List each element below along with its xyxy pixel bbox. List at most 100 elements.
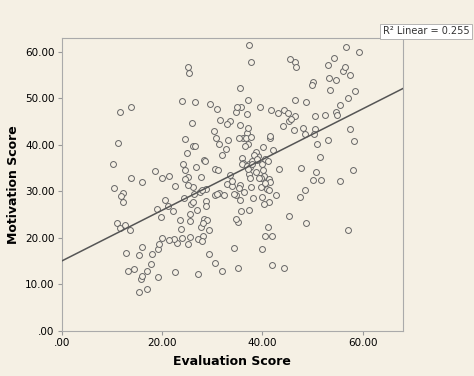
Point (184, 182, 191, 188)
Point (157, 214, 165, 220)
Point (296, 194, 303, 200)
Point (189, 199, 197, 205)
Point (211, 193, 219, 199)
Point (161, 197, 169, 203)
Point (259, 167, 267, 173)
Point (193, 207, 201, 213)
Point (171, 236, 178, 242)
Point (245, 42, 253, 48)
Point (198, 238, 205, 244)
Point (181, 196, 188, 202)
Point (292, 113, 299, 119)
Point (143, 286, 151, 292)
Point (127, 227, 134, 233)
Point (213, 191, 221, 197)
Point (231, 191, 238, 197)
Point (171, 269, 179, 275)
Point (220, 192, 228, 198)
Point (109, 161, 117, 167)
Point (169, 208, 176, 214)
Point (259, 246, 266, 252)
Point (244, 125, 252, 131)
Point (191, 143, 199, 149)
Point (291, 97, 299, 103)
Point (147, 261, 155, 267)
Point (178, 235, 185, 241)
Point (235, 185, 242, 191)
Point (236, 85, 244, 91)
Text: R² Linear = 0.255: R² Linear = 0.255 (383, 26, 469, 36)
Point (279, 123, 287, 129)
Point (350, 138, 358, 144)
Point (234, 265, 242, 271)
Point (194, 236, 202, 242)
Point (264, 186, 271, 192)
Point (211, 260, 219, 266)
X-axis label: Evaluation Score: Evaluation Score (173, 355, 291, 368)
Point (203, 203, 210, 209)
Point (110, 185, 118, 191)
Point (201, 215, 208, 221)
Point (184, 174, 192, 180)
Point (245, 161, 253, 167)
Point (198, 224, 205, 230)
Point (268, 262, 275, 268)
Point (179, 98, 186, 104)
Point (240, 135, 247, 141)
Point (327, 87, 334, 93)
Point (143, 268, 151, 274)
Point (258, 161, 266, 167)
Point (135, 289, 143, 295)
Point (333, 109, 340, 115)
Point (246, 171, 253, 177)
Point (171, 183, 179, 189)
Point (119, 199, 127, 205)
Point (284, 110, 292, 116)
Point (138, 273, 146, 279)
Point (197, 174, 205, 180)
Point (158, 175, 166, 181)
Point (197, 189, 204, 195)
Point (285, 118, 293, 124)
Point (217, 117, 224, 123)
Point (265, 200, 273, 206)
Point (226, 118, 233, 124)
Point (202, 186, 210, 192)
Point (244, 141, 252, 147)
Point (239, 160, 247, 166)
Point (257, 174, 265, 180)
Point (191, 99, 199, 105)
Point (212, 135, 219, 141)
Point (246, 175, 254, 181)
Point (275, 166, 283, 172)
Point (130, 266, 138, 272)
Point (311, 126, 319, 132)
Point (339, 68, 347, 74)
Point (138, 244, 146, 250)
Point (257, 184, 264, 190)
Point (250, 152, 258, 158)
Point (213, 106, 220, 112)
Point (117, 225, 124, 231)
Point (240, 189, 248, 195)
Point (291, 59, 299, 65)
Y-axis label: Motivation Score: Motivation Score (7, 125, 19, 244)
Point (311, 113, 319, 119)
Point (183, 150, 191, 156)
Point (192, 164, 200, 170)
Point (325, 74, 333, 80)
Point (333, 112, 340, 118)
Point (182, 167, 189, 173)
Point (121, 222, 128, 228)
Point (258, 194, 265, 200)
Point (298, 165, 305, 171)
Point (332, 77, 339, 83)
Point (173, 240, 181, 246)
Point (290, 127, 297, 133)
Point (302, 99, 310, 105)
Point (232, 192, 239, 198)
Point (151, 168, 158, 174)
Point (165, 173, 173, 179)
Point (137, 276, 145, 282)
Point (230, 245, 238, 251)
